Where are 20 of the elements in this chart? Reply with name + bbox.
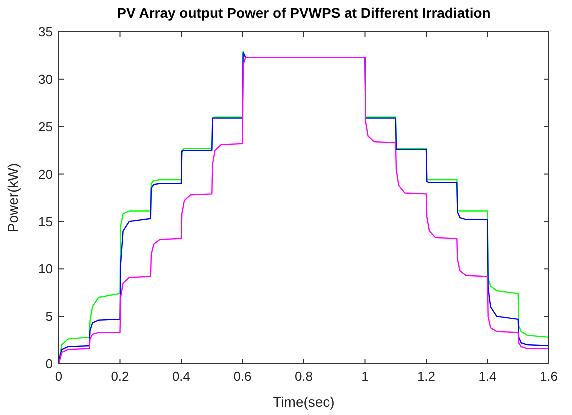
y-tick-label: 10 (38, 262, 53, 277)
x-axis-title: Time(sec) (273, 394, 335, 410)
x-tick-label: 0 (55, 369, 63, 384)
x-tick-label: 0.2 (111, 369, 130, 384)
y-tick-label: 35 (38, 24, 53, 40)
y-axis-title: Power(kW) (5, 163, 21, 233)
x-tick-label: 1.4 (478, 369, 497, 384)
x-tick-label: 1.2 (417, 369, 436, 384)
y-tick-label: 25 (38, 119, 53, 134)
x-tick-label: 1 (362, 369, 369, 384)
x-tick-label: 0.4 (172, 369, 191, 384)
chart-title: PV Array output Power of PVWPS at Different Irradiation (117, 5, 491, 21)
x-tick-label: 0.6 (234, 369, 252, 384)
y-tick-label: 15 (38, 214, 53, 230)
y-tick-label: 0 (46, 356, 53, 372)
y-tick-label: 20 (38, 166, 53, 182)
x-tick-label: 0.8 (294, 369, 314, 384)
y-tick-label: 30 (38, 72, 53, 87)
y-tick-label: 5 (46, 309, 53, 324)
x-tick-label: 1.6 (540, 369, 558, 384)
